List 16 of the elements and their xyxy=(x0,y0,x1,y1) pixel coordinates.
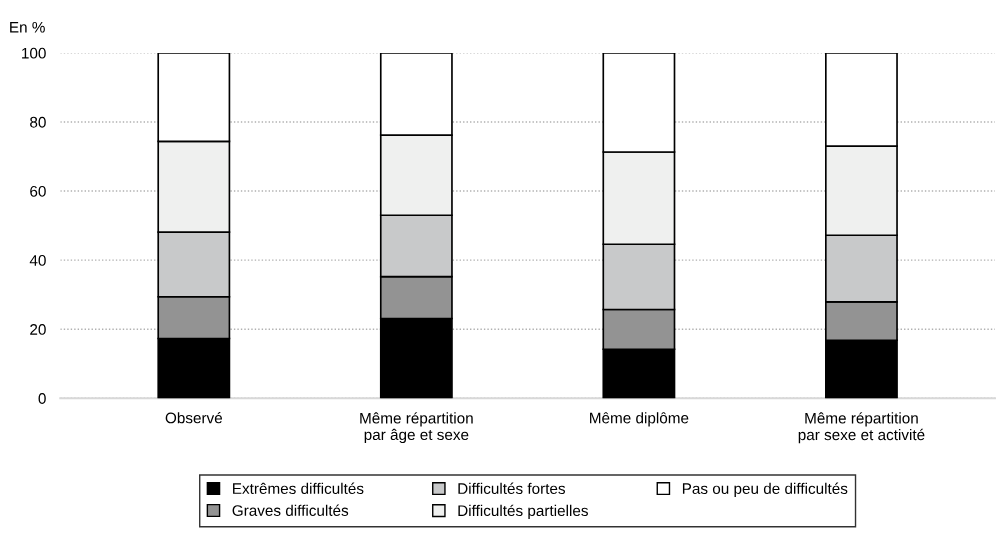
x-tick-label: Observé xyxy=(165,411,223,424)
x-tick-label: Même diplôme xyxy=(590,412,689,427)
y-tick-label: 40 xyxy=(29,254,46,266)
legend-label: Extrêmes difficultés xyxy=(233,482,364,494)
x-tick-label: Même répartition par sexe et activité xyxy=(798,412,925,444)
y-tick-label: 20 xyxy=(30,324,46,335)
x-tick-label: Même répartition par âge et sexe xyxy=(360,412,473,444)
legend-label: Difficultés partielles xyxy=(458,504,588,520)
y-tick-label: 60 xyxy=(30,185,46,197)
y-tick-label: 0 xyxy=(38,393,46,404)
y-tick-label: 100 xyxy=(22,47,46,59)
legend-label: Difficultés fortes xyxy=(458,482,566,494)
y-tick-label: 80 xyxy=(30,116,46,128)
legend-label: Pas ou peu de difficultés xyxy=(682,482,848,498)
y-axis-title: En % xyxy=(10,21,45,33)
legend-label: Graves difficultés xyxy=(232,504,349,516)
